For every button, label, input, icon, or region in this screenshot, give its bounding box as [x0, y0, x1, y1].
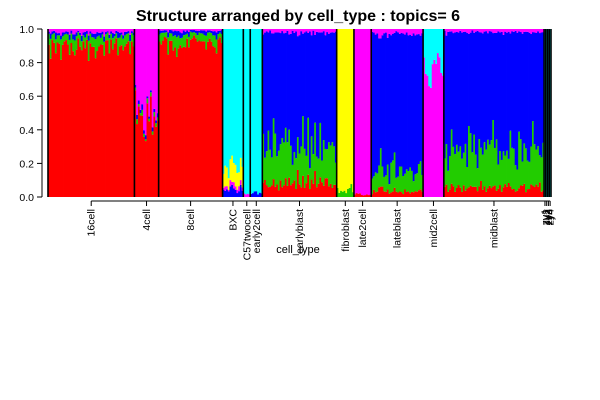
x-tick-label: 8cell [185, 209, 197, 231]
x-tick-label: late2cell [357, 209, 369, 248]
x-tick-label: fibroblast [340, 209, 352, 252]
group-earlyblast [262, 29, 337, 197]
y-axis: 0.0 0.2 0.4 0.6 0.8 1.0 [19, 24, 42, 204]
y-tick-label: 0.2 [19, 158, 34, 170]
group-fibroblast [337, 29, 355, 197]
y-tick-label: 0.8 [19, 58, 34, 70]
x-axis: 16cell 4cell 8cell BXC C57twocellearly2cell e… [86, 201, 557, 260]
x-axis-label: cell_type [276, 244, 319, 256]
x-tick-label: lateblast [392, 209, 404, 248]
group-midblast [444, 29, 545, 197]
x-tick-label: mid2cell [428, 209, 440, 248]
x-tick-label: midblast [488, 209, 500, 248]
x-tick-label: 16cell [86, 209, 98, 236]
group-4cell [134, 29, 159, 197]
y-tick-label: 1.0 [19, 24, 34, 36]
group-8cell [159, 29, 223, 197]
group-BXC [223, 29, 244, 197]
group-16cell [48, 29, 135, 197]
stacked-bars [48, 29, 551, 197]
y-tick-label: 0.0 [19, 192, 34, 204]
x-tick-label: zy4 [545, 209, 557, 226]
chart-title: Structure arranged by cell_type : topics… [136, 8, 460, 25]
x-tick-label: BXC [227, 209, 239, 231]
group-early2cell [250, 29, 262, 197]
y-tick-label: 0.4 [19, 125, 34, 137]
x-tick-label: early2cell [251, 209, 263, 253]
x-tick-label: 4cell [141, 209, 153, 231]
group-mid2cell [423, 29, 444, 197]
y-tick-label: 0.6 [19, 91, 34, 103]
group-late2cell [354, 29, 372, 197]
group-lateblast [371, 29, 423, 197]
